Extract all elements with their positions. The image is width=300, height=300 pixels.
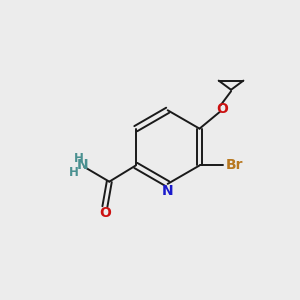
Text: Br: Br	[226, 158, 244, 172]
Text: H: H	[69, 166, 79, 179]
Text: N: N	[77, 158, 88, 172]
Text: O: O	[99, 206, 111, 220]
Text: H: H	[74, 152, 84, 165]
Text: N: N	[162, 184, 173, 198]
Text: O: O	[216, 102, 228, 116]
